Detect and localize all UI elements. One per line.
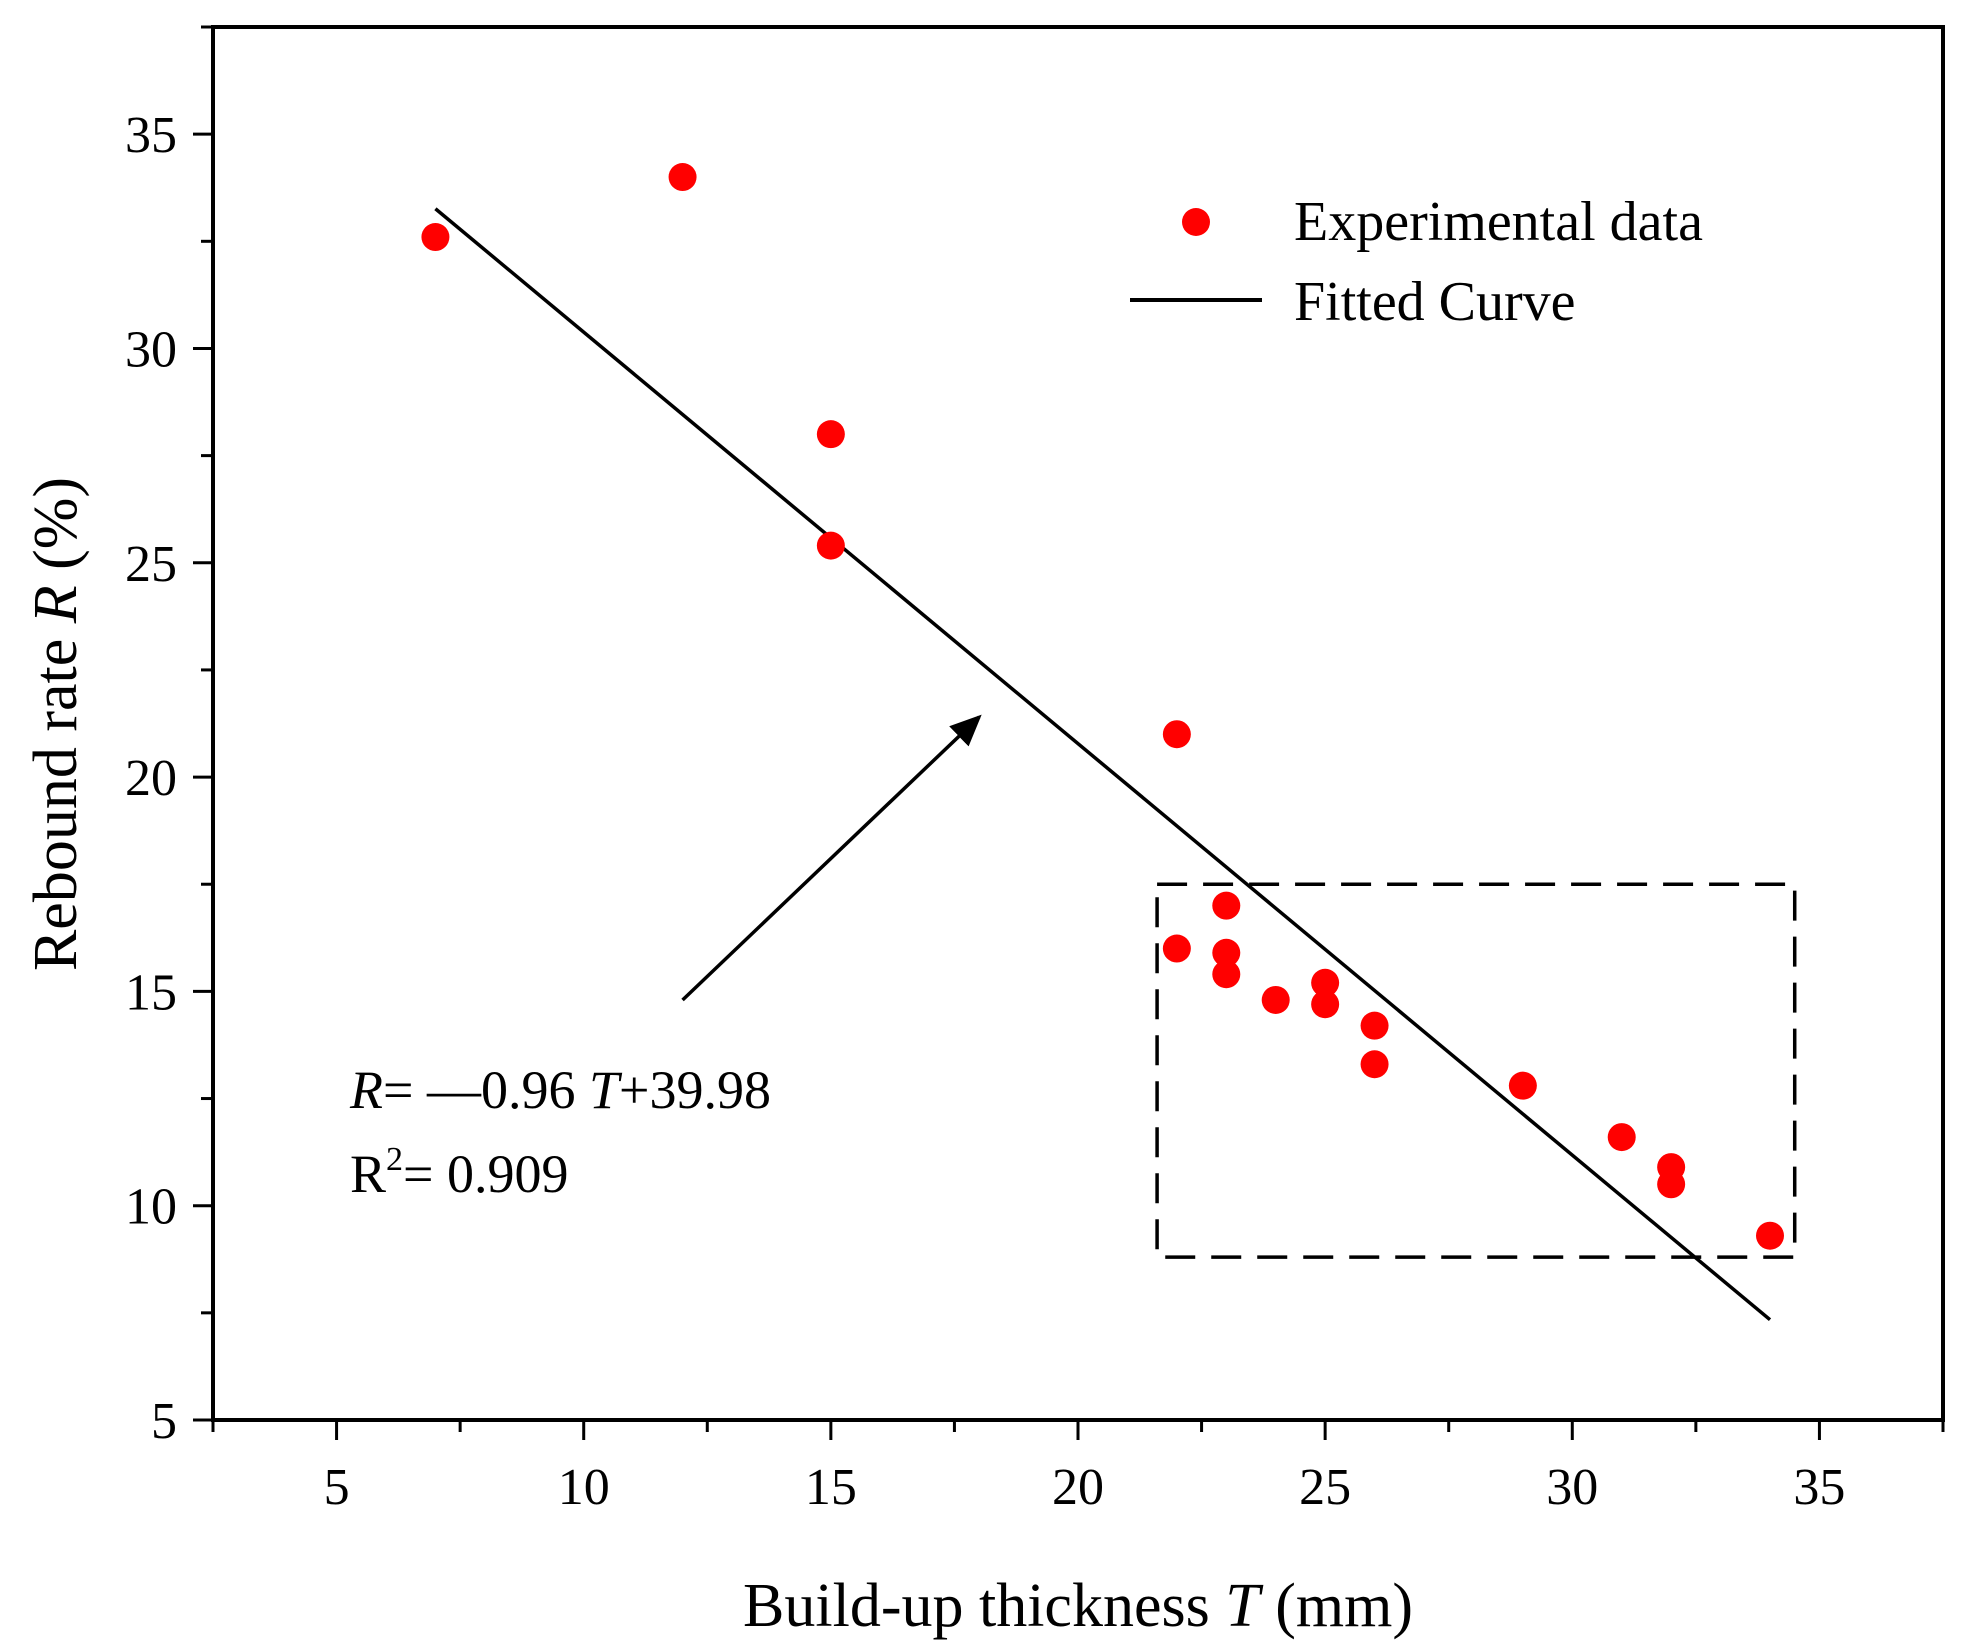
y-tick-label: 20	[125, 750, 177, 807]
y-tick-label: 30	[125, 321, 177, 378]
x-axis-label: Build-up thickness T (mm)	[743, 1572, 1413, 1640]
legend: Experimental data Fitted Curve	[1130, 191, 1703, 333]
y-axis-label: Rebound rate R (%)	[22, 477, 90, 971]
data-point	[816, 420, 845, 449]
highlight-box	[1155, 882, 1797, 1259]
fitted-curve-line	[434, 207, 1772, 1322]
data-point	[421, 223, 450, 252]
data-point	[1311, 990, 1340, 1019]
x-tick-label: 15	[805, 1459, 857, 1516]
x-tick-label: 5	[324, 1459, 350, 1516]
equation-text: R= —0.96 T+39.98	[349, 1060, 771, 1120]
data-point	[1360, 1050, 1389, 1079]
y-tick-label: 35	[125, 107, 177, 164]
legend-scatter-marker	[1182, 208, 1210, 236]
data-point	[1212, 938, 1241, 967]
data-point	[1657, 1170, 1686, 1199]
data-point	[816, 531, 845, 560]
data-point	[1508, 1071, 1537, 1100]
data-point	[1162, 720, 1191, 749]
legend-scatter-label: Experimental data	[1294, 191, 1703, 253]
y-tick-label: 10	[125, 1179, 177, 1236]
x-tick-label: 10	[558, 1459, 610, 1516]
data-point	[1607, 1123, 1636, 1152]
annotation-arrow	[681, 714, 982, 1002]
data-point	[1261, 985, 1290, 1014]
x-tick-label: 35	[1793, 1459, 1845, 1516]
experimental-points	[421, 163, 1784, 1250]
data-point	[1162, 934, 1191, 963]
x-axis-ticks: 5 10 15 20 25 30 35	[211, 1420, 1945, 1516]
y-tick-label: 5	[151, 1393, 177, 1450]
data-point	[1360, 1011, 1389, 1040]
y-tick-label: 25	[125, 536, 177, 593]
y-axis-ticks: 5 10 15 20 25 30 35	[125, 25, 213, 1450]
x-tick-label: 25	[1299, 1459, 1351, 1516]
data-point	[1212, 891, 1241, 920]
data-point	[1756, 1221, 1784, 1250]
legend-line-label: Fitted Curve	[1294, 271, 1576, 333]
data-point	[1311, 968, 1340, 997]
y-tick-label: 15	[125, 964, 177, 1021]
x-tick-label: 20	[1052, 1459, 1104, 1516]
data-point	[1212, 960, 1241, 989]
data-point	[668, 163, 697, 192]
x-tick-label: 30	[1546, 1459, 1598, 1516]
r-squared-text: R2= 0.909	[350, 1141, 569, 1204]
